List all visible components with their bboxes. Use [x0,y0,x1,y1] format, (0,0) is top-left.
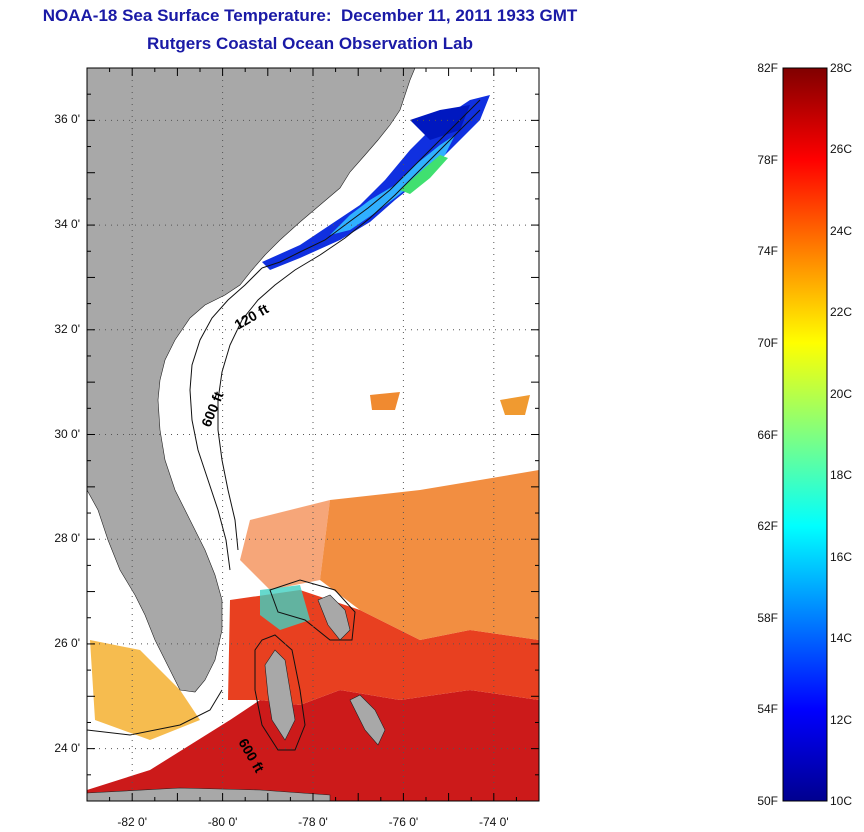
land-mainland [87,68,416,693]
land-bahamas-eleuthera [349,694,386,746]
y-tick-label: 36 0' [54,112,80,127]
colorbar-c-label: 24C [830,223,853,238]
contour-keys [87,689,223,736]
y-tick-label: 28 0' [54,531,80,546]
sst-patch-keys [90,640,200,740]
sst-patch-scatter-1 [240,500,330,590]
colorbar-f-label: 78F [757,152,778,167]
sst-patch-mid-orange [370,392,400,410]
colorbar [782,67,828,802]
colorbar-c-label: 20C [830,386,853,401]
colorbar-f-label: 82F [757,61,778,75]
land-bahamas-abaco [317,594,351,641]
colorbar-f-label: 58F [757,610,778,625]
sst-patch-warm-south [87,690,539,801]
y-tick-label: 30 0' [54,426,80,441]
colorbar-c-label: 10C [830,794,853,808]
land-bahamas-andros [264,649,296,741]
y-tick-label: 34 0' [54,217,80,232]
x-tick-label: -76 0' [388,815,419,829]
contour-600ft [217,109,481,551]
colorbar-f-label: 74F [757,244,778,259]
x-tick-label: -80 0' [207,815,238,829]
colorbar-c-label: 22C [830,305,853,320]
colorbar-c-label: 12C [830,712,853,727]
colorbar-f-label: 54F [757,702,778,717]
y-tick-label: 24 0' [54,740,80,755]
y-tick-label: 32 0' [54,321,80,336]
colorbar-c-label: 28C [830,61,853,75]
x-tick-label: -82 0' [117,815,148,829]
x-tick-label: -78 0' [298,815,328,829]
colorbar-c-label: 16C [830,549,853,564]
contour-lbb [269,579,356,641]
x-tick-label: -74 0' [478,815,509,829]
colorbar-f-label: 62F [757,519,778,534]
colorbar-c-label: 18C [830,468,853,483]
colorbar-f-label: 50F [757,794,778,808]
colorbar-f-label: 66F [757,427,778,442]
map-gridlines [87,68,539,801]
sst-patch-cold-green [400,155,448,194]
contour-bahamas-bank [254,634,306,751]
sst-patch-sound [410,105,470,140]
sst-data-layer [87,95,539,801]
contour-120ft-south [189,267,263,571]
sst-patch-cold-shelf [330,135,455,235]
map-title: NOAA-18 Sea Surface Temperature: Decembe… [42,6,578,25]
map-subtitle: Rutgers Coastal Ocean Observation Lab [147,34,473,53]
map-ticks [86,67,540,802]
colorbar-c-label: 26C [830,142,853,157]
sst-patch-mid-orange-2 [500,395,530,415]
sst-patch-orange-east [320,470,539,640]
contour-120ft [261,99,481,269]
y-tick-label: 26 0' [54,635,80,650]
land-cuba [87,787,331,801]
colorbar-f-label: 70F [757,335,778,350]
colorbar-c-label: 14C [830,631,853,646]
